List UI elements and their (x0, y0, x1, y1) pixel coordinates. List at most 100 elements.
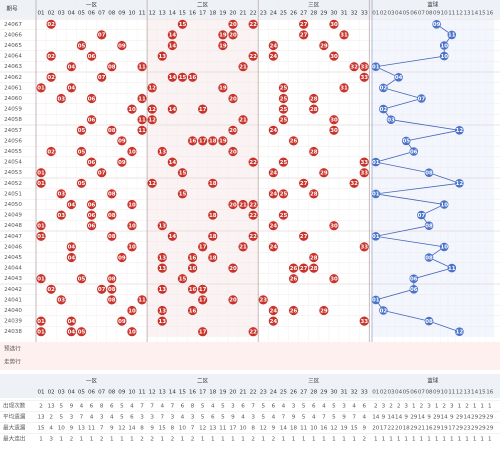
stats-value: 16 (320, 426, 328, 432)
stats-value: 4 (160, 404, 164, 410)
issue-number: 24043 (4, 276, 22, 282)
blue-ball (394, 73, 403, 82)
red-ball (228, 295, 238, 305)
red-ball (359, 242, 369, 252)
red-ball-label: 29 (320, 43, 328, 49)
red-ball-label: 20 (229, 149, 237, 155)
blue-ball (439, 51, 449, 61)
red-ball (198, 104, 208, 114)
issue-number: 24041 (4, 297, 22, 303)
red-ball (66, 199, 76, 210)
stats-value: 19 (441, 426, 449, 432)
red-ball-label: 20 (229, 266, 237, 272)
red-ball-label: 13 (158, 319, 166, 325)
red-ball-label: 24 (270, 192, 278, 198)
red-ball (268, 316, 278, 326)
red-ball (76, 146, 87, 157)
stats-value: 29 (456, 426, 464, 432)
red-ball (228, 125, 238, 135)
red-ball (177, 19, 188, 29)
red-ball (238, 242, 248, 252)
red-ball (248, 51, 258, 61)
stats-red-col-header: 09 (118, 390, 126, 396)
red-col-header: 23 (260, 11, 268, 17)
red-ball (147, 104, 157, 114)
stats-value: 1 (427, 437, 431, 443)
stats-value: 3 (404, 404, 408, 410)
red-ball (107, 125, 117, 135)
stats-value: 8 (251, 426, 255, 432)
red-ball (228, 19, 238, 29)
red-ball (107, 189, 117, 199)
stats-blue-col-header: 16 (486, 390, 494, 396)
red-ball-label: 04 (68, 319, 76, 325)
red-ball-label: 09 (118, 319, 126, 325)
stats-value: 17 (380, 426, 388, 432)
stats-value: 9 (427, 415, 431, 421)
issue-number: 24039 (4, 319, 22, 325)
stats-value: 3 (450, 404, 454, 410)
stats-value: 3 (140, 415, 144, 421)
stats-value: 3 (70, 415, 74, 421)
stats-blue-col-header: 13 (463, 390, 471, 396)
red-col-header: 33 (361, 11, 369, 17)
issue-number: 24064 (4, 54, 22, 60)
stats-blue-col-header: 10 (441, 390, 449, 396)
stats-value: 5 (332, 415, 336, 421)
red-ball-label: 01 (37, 330, 45, 336)
red-ball (288, 274, 299, 284)
blue-col-header: 10 (441, 11, 449, 17)
red-col-header: 17 (199, 11, 207, 17)
red-ball (167, 30, 177, 40)
red-ball-label: 04 (68, 86, 76, 92)
stats-red-col-header: 07 (98, 390, 106, 396)
stats-value: 1 (130, 437, 134, 443)
red-ball-label: 29 (320, 171, 328, 177)
stats-red-col-header: 11 (138, 390, 146, 396)
red-ball-label: 06 (88, 213, 96, 219)
stats-red-col-header: 12 (149, 390, 156, 396)
red-ball-label: 09 (118, 139, 126, 145)
red-col-header: 29 (320, 11, 328, 17)
stats-value: 3 (191, 415, 195, 421)
red-ball-label: 21 (239, 118, 247, 124)
red-ball (218, 30, 228, 40)
red-ball (86, 199, 97, 210)
red-ball-label: 05 (78, 43, 86, 49)
red-col-header: 20 (229, 11, 237, 17)
blue-ball-label: 01 (372, 160, 380, 166)
red-ball (268, 242, 278, 252)
red-ball-label: 17 (199, 298, 207, 304)
blue-ball (455, 126, 464, 135)
red-ball-label: 22 (249, 202, 257, 208)
red-ball-label: 02 (47, 75, 55, 81)
issue-header[interactable]: 期号 (6, 6, 18, 13)
red-ball (278, 93, 289, 104)
blue-ball-label: 10 (440, 202, 448, 208)
red-ball (187, 252, 198, 263)
stats-value: 1 (302, 437, 306, 443)
red-ball (329, 19, 339, 29)
issue-number: 24060 (4, 96, 22, 102)
red-col-header: 13 (159, 11, 167, 17)
stats-value: 9 (70, 404, 74, 410)
stats-value: 5 (302, 404, 306, 410)
red-ball-label: 09 (118, 255, 126, 261)
red-col-header: 21 (239, 11, 247, 17)
stats-value: 1 (382, 437, 386, 443)
red-ball (127, 242, 137, 252)
red-col-header: 01 (37, 11, 45, 17)
red-ball (248, 19, 258, 29)
issue-number: 24054 (4, 160, 22, 166)
blue-ball-label: 10 (440, 245, 448, 251)
red-ball (228, 263, 238, 273)
stats-value: 12 (199, 426, 206, 432)
stats-value: 17 (229, 426, 237, 432)
red-ball-label: 19 (219, 86, 227, 92)
red-ball-label: 07 (98, 287, 106, 293)
red-ball (278, 104, 289, 114)
stats-value: 7 (322, 415, 326, 421)
red-ball (86, 51, 97, 61)
red-ball (187, 136, 198, 146)
